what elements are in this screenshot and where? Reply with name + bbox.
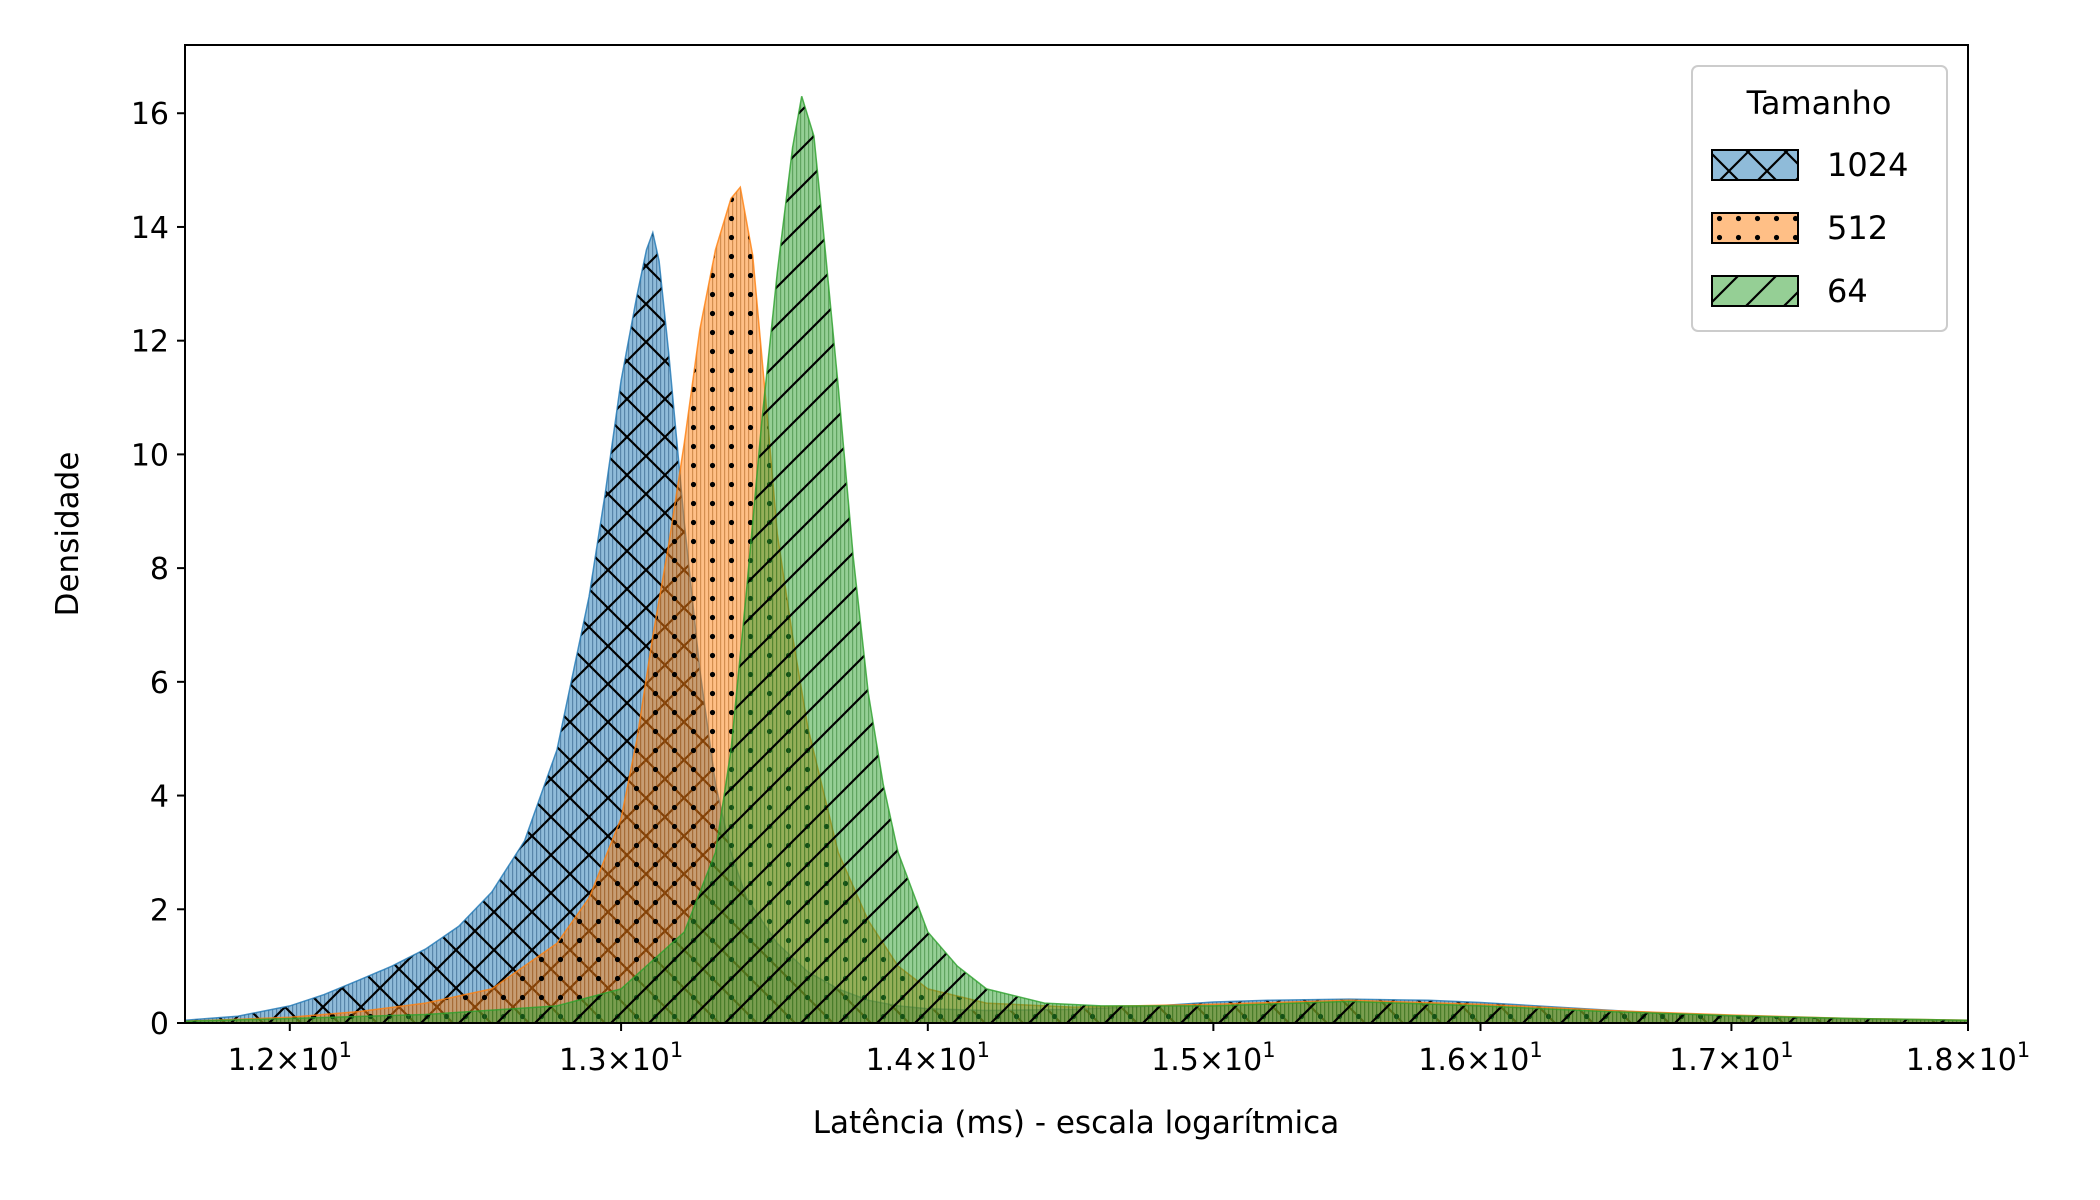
series-outline-1024 bbox=[185, 229, 1968, 1022]
x-tick-times: × bbox=[913, 1043, 938, 1078]
y-tick-label: 14 bbox=[131, 211, 169, 246]
y-tick-label: 6 bbox=[150, 666, 169, 701]
x-tick-mantissa: 1.7 bbox=[1669, 1043, 1717, 1078]
y-tick-label: 2 bbox=[150, 893, 169, 928]
y-tick-label: 0 bbox=[150, 1007, 169, 1042]
legend-label: 64 bbox=[1827, 272, 1868, 310]
x-tick-mantissa: 1.5 bbox=[1151, 1043, 1199, 1078]
series-hatch-512 bbox=[185, 187, 1968, 1023]
legend-item-1024: 1024 bbox=[1711, 146, 1908, 184]
series-outline-512 bbox=[185, 185, 1968, 1023]
series-layer bbox=[185, 95, 1968, 1023]
series-area-1024 bbox=[185, 232, 1968, 1023]
x-axis: 1.2×101 1.3×101 1.4×101 1.5×101 1.6×101 1.7×1… bbox=[228, 1023, 2030, 1078]
x-tick-times: × bbox=[1954, 1043, 1979, 1078]
legend-swatch-hatch bbox=[1711, 212, 1799, 244]
x-tick-mantissa: 1.6 bbox=[1418, 1043, 1466, 1078]
legend-item-64: 64 bbox=[1711, 272, 1868, 310]
x-tick-base: 10 bbox=[1979, 1043, 2017, 1078]
legend-box bbox=[1691, 65, 1948, 332]
series-outline-64 bbox=[185, 95, 1968, 1023]
x-tick-label: 1.8×101 bbox=[1906, 1038, 2030, 1078]
series-bars-1024 bbox=[185, 232, 1968, 1023]
y-tick-label: 4 bbox=[150, 780, 169, 815]
y-tick-label: 16 bbox=[131, 97, 169, 132]
legend-label: 1024 bbox=[1827, 146, 1908, 184]
legend-title: Tamanho bbox=[1746, 84, 1892, 122]
x-tick-label: 1.4×101 bbox=[866, 1038, 990, 1078]
x-tick-times: × bbox=[275, 1043, 300, 1078]
x-tick-times: × bbox=[1466, 1043, 1491, 1078]
x-tick-label: 1.6×101 bbox=[1418, 1038, 1542, 1078]
y-tick-label: 12 bbox=[131, 325, 169, 360]
y-tick-label: 10 bbox=[131, 438, 169, 473]
x-tick-base: 10 bbox=[1224, 1043, 1262, 1078]
x-tick-base: 10 bbox=[938, 1043, 976, 1078]
legend: Tamanho 1024 512 64 bbox=[1691, 65, 1948, 332]
series-hatch-1024 bbox=[185, 232, 1968, 1023]
x-tick-exponent: 1 bbox=[670, 1038, 683, 1062]
x-tick-base: 10 bbox=[1742, 1043, 1780, 1078]
x-tick-mantissa: 1.4 bbox=[866, 1043, 914, 1078]
legend-swatch-hatch bbox=[1711, 149, 1799, 181]
series-1024 bbox=[185, 229, 1968, 1023]
x-tick-exponent: 1 bbox=[1780, 1038, 1793, 1062]
x-tick-times: × bbox=[1717, 1043, 1742, 1078]
x-tick-base: 10 bbox=[1491, 1043, 1529, 1078]
series-64 bbox=[185, 95, 1968, 1023]
x-tick-label: 1.5×101 bbox=[1151, 1038, 1275, 1078]
x-tick-exponent: 1 bbox=[1262, 1038, 1275, 1062]
x-tick-mantissa: 1.2 bbox=[228, 1043, 276, 1078]
legend-swatch-hatch bbox=[1711, 275, 1799, 307]
x-tick-mantissa: 1.8 bbox=[1906, 1043, 1954, 1078]
x-tick-label: 1.7×101 bbox=[1669, 1038, 1793, 1078]
y-tick-label: 8 bbox=[150, 552, 169, 587]
x-tick-times: × bbox=[607, 1043, 632, 1078]
x-tick-base: 10 bbox=[300, 1043, 338, 1078]
x-tick-exponent: 1 bbox=[2017, 1038, 2030, 1062]
y-axis-title: Densidade bbox=[50, 452, 86, 617]
y-axis: 0 2 4 6 8 10 12 14 16 bbox=[131, 97, 185, 1042]
legend-item-512: 512 bbox=[1711, 209, 1888, 247]
x-tick-times: × bbox=[1199, 1043, 1224, 1078]
x-tick-label: 1.3×101 bbox=[559, 1038, 683, 1078]
legend-label: 512 bbox=[1827, 209, 1888, 247]
x-tick-base: 10 bbox=[632, 1043, 670, 1078]
x-tick-exponent: 1 bbox=[339, 1038, 352, 1062]
x-tick-label: 1.2×101 bbox=[228, 1038, 352, 1078]
x-tick-exponent: 1 bbox=[977, 1038, 990, 1062]
x-axis-title: Latência (ms) - escala logarítmica bbox=[813, 1105, 1339, 1141]
series-512 bbox=[185, 185, 1968, 1023]
x-tick-mantissa: 1.3 bbox=[559, 1043, 607, 1078]
x-tick-exponent: 1 bbox=[1529, 1038, 1542, 1062]
plot-frame bbox=[184, 44, 1969, 1024]
